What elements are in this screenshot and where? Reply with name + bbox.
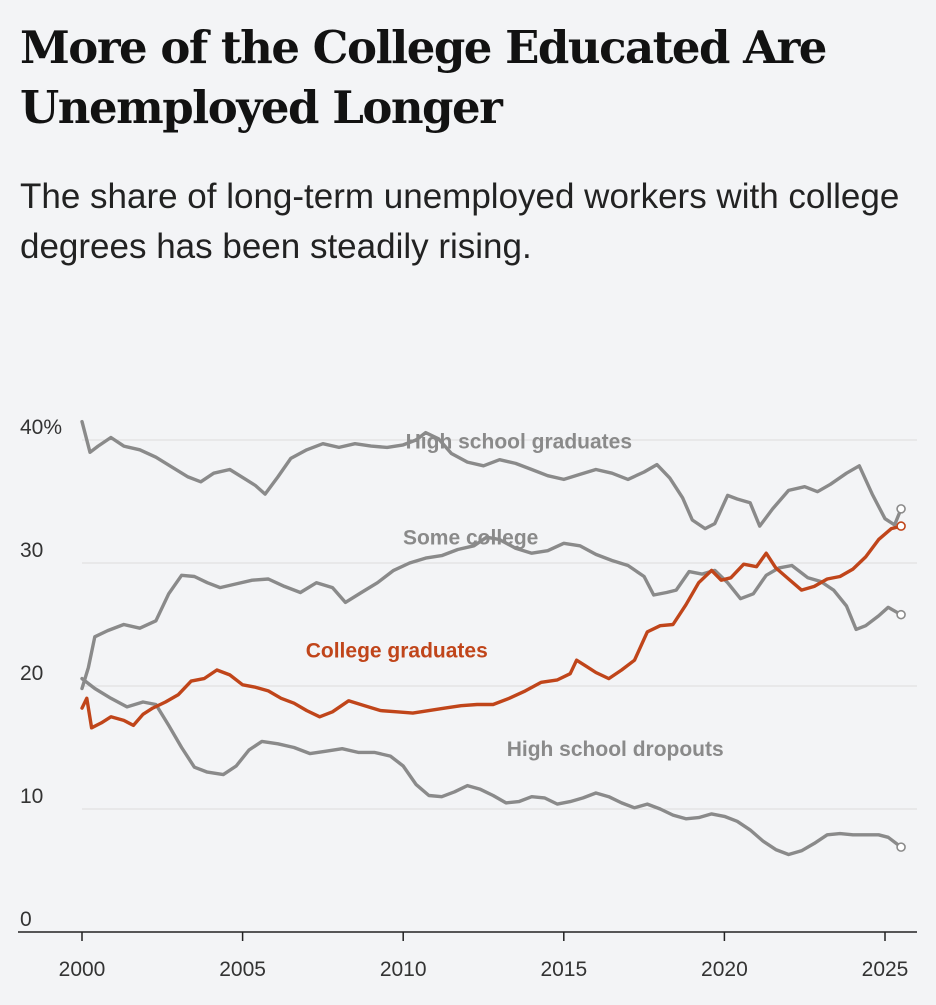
series-end-marker-high-school-graduates [896, 504, 906, 514]
y-tick-label-40: 40% [20, 416, 62, 439]
x-tick-label-2005: 2005 [219, 958, 266, 981]
y-tick-label-0: 0 [20, 908, 32, 931]
gridlines [82, 439, 917, 810]
x-tick-label-2020: 2020 [701, 958, 748, 981]
series-label-high-school-dropouts: High school dropouts [507, 738, 724, 761]
x-tick-label-2000: 2000 [59, 958, 106, 981]
series-end-marker-high-school-dropouts [896, 842, 906, 852]
series-label-some-college: Some college [403, 527, 538, 550]
series-line-high-school-graduates [80, 419, 903, 531]
series-end-marker-some-college [896, 609, 906, 620]
x-tick-label-2015: 2015 [540, 958, 587, 981]
series-label-high-school-graduates: High school graduates [406, 431, 632, 454]
series-line-college-graduates [80, 524, 903, 730]
series-end-marker-college-graduates [896, 521, 906, 531]
series-line-high-school-dropouts [80, 676, 903, 857]
chart-subhead: The share of long-term unemployed worker… [20, 177, 900, 266]
series-lines [80, 419, 906, 857]
y-tick-label-30: 30 [20, 539, 43, 562]
series-line-some-college [80, 535, 903, 691]
axes: 0 10 20 30 40% 2000 2005 2010 2015 2020 2025 [18, 416, 917, 981]
chart-headline: More of the College Educated Are Unemplo… [20, 21, 827, 134]
y-tick-label-10: 10 [20, 785, 43, 808]
series-label-college-graduates: College graduates [306, 640, 488, 663]
series-labels: High school graduates Some college High sc… [306, 431, 724, 762]
y-tick-label-20: 20 [20, 662, 43, 685]
x-tick-label-2025: 2025 [862, 958, 909, 981]
x-tick-label-2010: 2010 [380, 958, 427, 981]
